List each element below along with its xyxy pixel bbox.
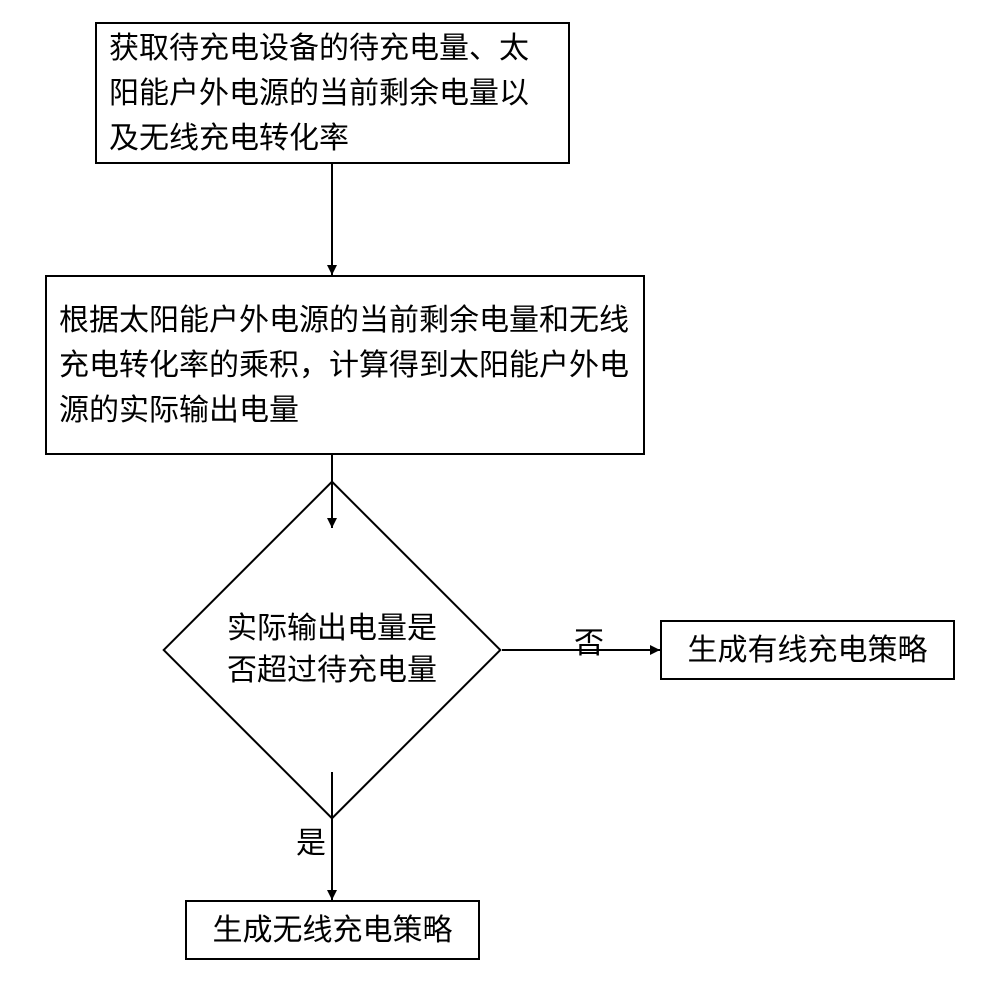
flow-node-calc: 根据太阳能户外电源的当前剩余电量和无线充电转化率的乘积，计算得到太阳能户外电源的…	[45, 275, 645, 455]
node-text: 获取待充电设备的待充电量、太阳能户外电源的当前剩余电量以及无线充电转化率	[109, 26, 556, 161]
flow-node-wireless: 生成无线充电策略	[185, 900, 480, 960]
edge-label-yes: 是	[292, 818, 330, 862]
node-text: 生成有线充电策略	[688, 628, 928, 673]
node-text: 实际输出电量是否超过待充电量	[212, 608, 452, 692]
node-text: 根据太阳能户外电源的当前剩余电量和无线充电转化率的乘积，计算得到太阳能户外电源的…	[59, 298, 631, 433]
flow-node-decision: 实际输出电量是否超过待充电量	[212, 530, 452, 770]
node-text: 生成无线充电策略	[213, 908, 453, 953]
flow-node-input: 获取待充电设备的待充电量、太阳能户外电源的当前剩余电量以及无线充电转化率	[95, 22, 570, 164]
edge-label-no: 否	[570, 618, 608, 662]
flow-node-wired: 生成有线充电策略	[660, 620, 955, 680]
